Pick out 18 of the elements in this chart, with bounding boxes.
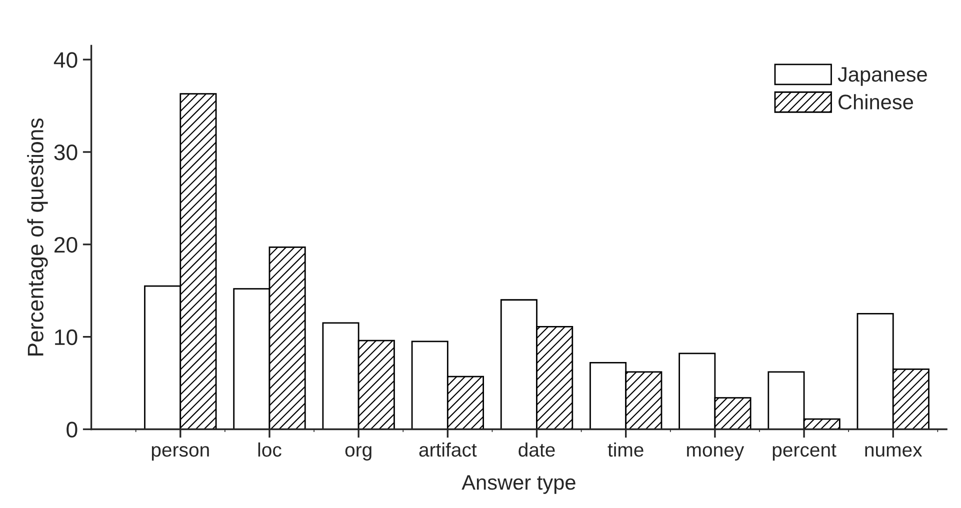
x-tick-label: person <box>152 446 209 461</box>
x-tick-label: money <box>687 446 744 461</box>
x-axis-title: Answer type <box>462 475 576 494</box>
y-tick-label: 10 <box>55 329 78 346</box>
legend-label: Japanese <box>838 67 927 86</box>
y-tick-label: 40 <box>54 52 78 68</box>
x-tick-label: artifact <box>419 442 477 457</box>
x-tick-label: numex <box>865 446 922 457</box>
y-tick-label: 20 <box>54 236 78 253</box>
legend-label: Chinese <box>838 94 913 110</box>
y-tick-label: 0 <box>66 422 78 438</box>
x-tick-label: org <box>345 446 372 461</box>
y-tick-label: 30 <box>54 144 78 160</box>
y-axis-title: Percentage of questions <box>27 118 48 356</box>
x-tick-label: percent <box>772 444 836 461</box>
x-tick-label: time <box>608 442 644 457</box>
x-tick-label: date <box>518 442 555 457</box>
x-tick-label: loc <box>258 442 282 457</box>
